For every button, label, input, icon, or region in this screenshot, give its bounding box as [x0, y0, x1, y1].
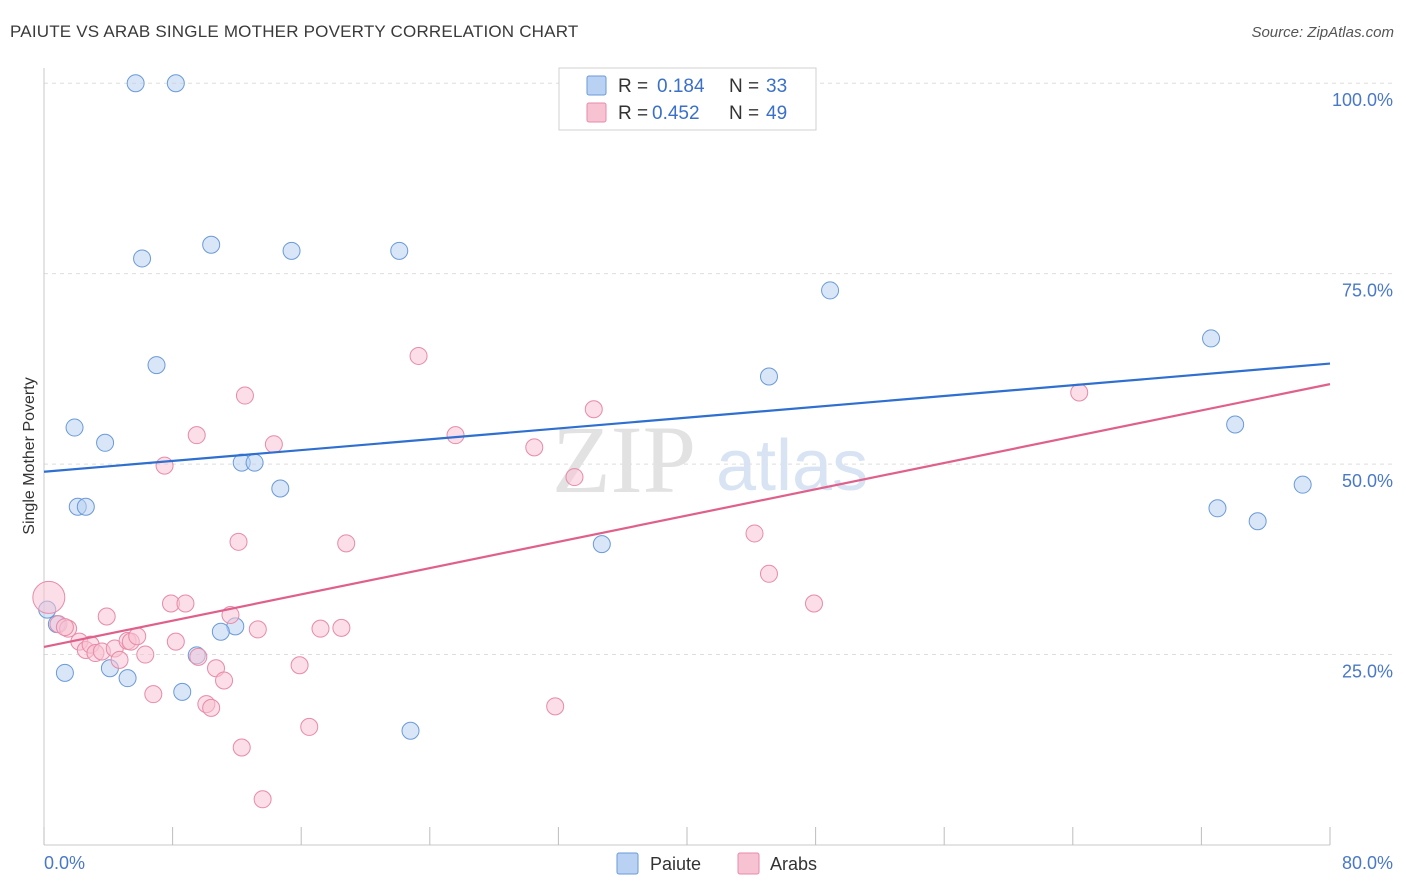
- arabs-point-29: [235, 386, 254, 405]
- paiute-point-26: [55, 663, 74, 682]
- paiute-point-18: [592, 535, 611, 554]
- arabs-point-33: [290, 656, 309, 675]
- arabs-trend-line: [43, 383, 1331, 649]
- paiute-point-31: [401, 721, 420, 740]
- arabs-point-25: [215, 671, 234, 690]
- paiute-point-14: [245, 453, 264, 472]
- y-tick-labels: 25.0% 50.0% 75.0% 100.0%: [1332, 90, 1393, 681]
- arabs-point-19: [176, 594, 195, 613]
- paiute-point-17: [271, 479, 290, 498]
- arabs-point-37: [337, 534, 356, 553]
- arabs-point-14: [136, 645, 155, 664]
- legend-n-value-paiute: 33: [766, 76, 787, 97]
- arabs-point-32: [264, 435, 283, 454]
- paiute-point-19: [1226, 415, 1245, 434]
- arabs-point-43: [584, 400, 603, 419]
- paiute-point-4: [202, 235, 221, 254]
- paiute-point-32: [211, 622, 230, 641]
- paiute-point-11: [65, 418, 84, 437]
- paiute-point-10: [1202, 329, 1221, 348]
- arabs-point-41: [546, 697, 565, 716]
- arabs-point-45: [759, 564, 778, 583]
- arabs-point-10: [110, 650, 129, 669]
- watermark-atlas: atlas: [716, 426, 868, 506]
- arabs-point-38: [409, 346, 428, 365]
- arabs-point-18: [166, 632, 185, 651]
- y-tick-label-1: 50.0%: [1342, 471, 1393, 491]
- chart-source: Source: ZipAtlas.com: [1251, 24, 1394, 41]
- arabs-point-46: [804, 594, 823, 613]
- paiute-point-28: [118, 669, 137, 688]
- paiute-point-0: [126, 74, 145, 93]
- bottom-legend-label-paiute: Paiute: [650, 854, 701, 874]
- arabs-point-34: [300, 717, 319, 736]
- arabs-point-36: [332, 618, 351, 637]
- paiute-point-1: [166, 74, 185, 93]
- arabs-point-31: [253, 790, 272, 809]
- trend-lines: [43, 362, 1331, 649]
- arabs-point-47: [1070, 383, 1089, 402]
- y-axis-label: Single Mother Poverty: [21, 377, 38, 534]
- arabs-point-40: [525, 438, 544, 457]
- watermark: ZIP atlas: [552, 406, 868, 513]
- arabs-point-30: [248, 620, 267, 639]
- x-tick-label-1: 80.0%: [1342, 853, 1393, 873]
- arabs-point-35: [311, 619, 330, 638]
- bottom-legend-label-arabs: Arabs: [770, 854, 817, 874]
- legend-r-label-arabs: R =: [618, 103, 648, 124]
- x-tick-labels: 0.0% 80.0%: [44, 853, 1393, 873]
- paiute-point-3: [133, 249, 152, 268]
- arabs-point-28: [232, 738, 251, 757]
- legend-n-label-paiute: N =: [729, 76, 759, 97]
- arabs-point-21: [187, 426, 206, 445]
- paiute-point-12: [96, 433, 115, 452]
- arabs-point-48: [55, 618, 74, 637]
- paiute-point-20: [1293, 475, 1312, 494]
- paiute-point-21: [1208, 499, 1227, 518]
- arabs-point-16: [155, 456, 174, 475]
- paiute-point-6: [390, 241, 409, 260]
- legend-r-value-paiute: 0.184: [657, 76, 705, 97]
- paiute-trend-line: [43, 362, 1331, 473]
- legend-swatch-arabs: [586, 102, 607, 123]
- correlation-legend: R = 0.184 N = 33 R = 0.452 N = 49: [558, 67, 817, 131]
- paiute-point-16: [76, 497, 95, 516]
- legend-r-value-arabs: 0.452: [652, 103, 700, 124]
- paiute-point-30: [173, 682, 192, 701]
- bottom-legend-swatch-arabs: [737, 852, 760, 875]
- paiute-point-22: [1248, 512, 1267, 531]
- gridlines: [44, 82, 1394, 656]
- paiute-point-5: [282, 241, 301, 260]
- legend-swatch-paiute: [586, 75, 607, 96]
- chart-title: PAIUTE VS ARAB SINGLE MOTHER POVERTY COR…: [10, 22, 579, 41]
- arabs-point-44: [745, 524, 764, 543]
- arabs-point-15: [144, 685, 163, 704]
- legend-n-value-arabs: 49: [766, 103, 787, 124]
- arabs-point-23: [202, 698, 221, 717]
- paiute-point-8: [147, 356, 166, 375]
- paiute-point-7: [821, 281, 840, 300]
- arabs-points: [32, 346, 1089, 809]
- arabs-point-39: [446, 426, 465, 445]
- legend-r-label-paiute: R =: [618, 76, 648, 97]
- arabs-point-20: [189, 647, 208, 666]
- y-tick-label-2: 75.0%: [1342, 281, 1393, 301]
- paiute-point-9: [759, 367, 778, 386]
- arabs-point-13: [128, 627, 147, 646]
- legend-n-label-arabs: N =: [729, 103, 759, 124]
- arabs-point-0: [32, 580, 66, 614]
- series-legend: Paiute Arabs: [616, 852, 817, 875]
- y-tick-label-3: 100.0%: [1332, 90, 1393, 110]
- x-tick-label-0: 0.0%: [44, 853, 85, 873]
- arabs-point-27: [229, 532, 248, 551]
- arabs-point-8: [97, 607, 116, 626]
- arabs-point-42: [565, 468, 584, 487]
- bottom-legend-swatch-paiute: [616, 852, 639, 875]
- y-tick-label-0: 25.0%: [1342, 662, 1393, 682]
- axes: [43, 68, 1331, 846]
